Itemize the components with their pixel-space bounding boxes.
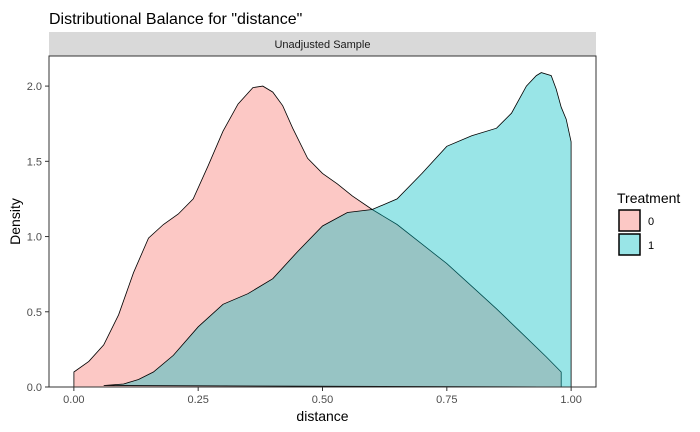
x-axis-label: distance <box>296 408 348 424</box>
facet-strip <box>49 32 596 56</box>
x-tick-label: 0.00 <box>63 394 84 406</box>
legend-title: Treatment <box>617 190 680 206</box>
legend-key-0 <box>618 209 641 232</box>
y-axis: 0.0 0.5 1.0 1.5 2.0 <box>27 81 49 394</box>
facet-label: Unadjusted Sample <box>274 39 370 51</box>
chart-title: Distributional Balance for "distance" <box>49 11 302 28</box>
legend-label-0: 0 <box>648 216 654 228</box>
y-tick-label: 1.5 <box>27 156 42 168</box>
x-tick-label: 0.25 <box>187 394 208 406</box>
legend-key-1 <box>618 233 641 256</box>
legend-label-1: 1 <box>648 240 654 252</box>
y-tick-label: 1.0 <box>27 232 42 244</box>
x-axis: 0.00 0.25 0.50 0.75 1.00 <box>63 387 582 406</box>
density-area-1 <box>103 72 572 388</box>
y-tick-label: 2.0 <box>27 81 42 93</box>
x-tick-label: 1.00 <box>560 394 581 406</box>
x-tick-label: 0.75 <box>436 394 457 406</box>
y-axis-label: Density <box>7 198 23 245</box>
legend: Treatment 0 1 <box>617 190 680 256</box>
y-tick-label: 0.0 <box>27 382 42 394</box>
y-tick-label: 0.5 <box>27 307 42 319</box>
series-layer <box>73 72 572 388</box>
density-area-0 <box>73 85 562 388</box>
x-tick-label: 0.50 <box>312 394 333 406</box>
